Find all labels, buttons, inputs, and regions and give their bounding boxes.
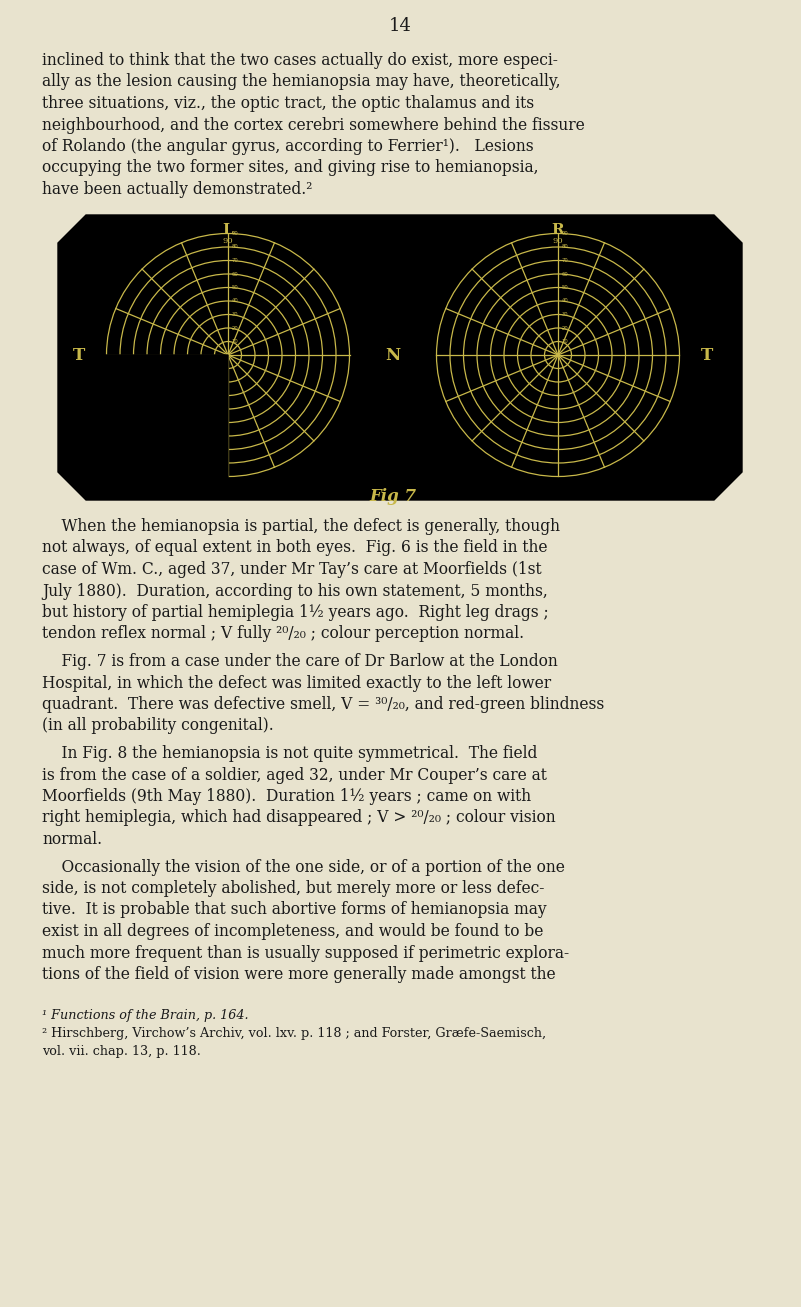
Text: right hemiplegia, which had disappeared ; V > ²⁰/₂₀ ; colour vision: right hemiplegia, which had disappeared … (42, 809, 556, 826)
Text: 30: 30 (231, 312, 238, 318)
Text: much more frequent than is usually supposed if perimetric explora-: much more frequent than is usually suppo… (42, 945, 570, 962)
Text: 50: 50 (562, 285, 568, 290)
Text: ally as the lesion causing the hemianopsia may have, theoretically,: ally as the lesion causing the hemianops… (42, 73, 561, 90)
Text: 14: 14 (388, 17, 412, 35)
Text: of Rolando (the angular gyrus, according to Ferrier¹).   Lesions: of Rolando (the angular gyrus, according… (42, 139, 533, 156)
Text: 70: 70 (562, 257, 568, 263)
Text: vol. vii. chap. 13, p. 118.: vol. vii. chap. 13, p. 118. (42, 1046, 201, 1059)
Text: Fig 7: Fig 7 (369, 488, 417, 505)
Text: 60: 60 (231, 272, 238, 277)
Text: 90: 90 (553, 237, 563, 244)
Text: 10: 10 (562, 339, 568, 344)
Text: R: R (552, 223, 565, 237)
Text: 90: 90 (223, 237, 233, 244)
Text: neighbourhood, and the cortex cerebri somewhere behind the fissure: neighbourhood, and the cortex cerebri so… (42, 116, 585, 133)
Text: tive.  It is probable that such abortive forms of hemianopsia may: tive. It is probable that such abortive … (42, 902, 546, 919)
Text: inclined to think that the two cases actually do exist, more especi-: inclined to think that the two cases act… (42, 52, 557, 69)
Text: 10: 10 (231, 339, 238, 344)
Text: (in all probability congenital).: (in all probability congenital). (42, 718, 274, 735)
Text: In Fig. 8 the hemianopsia is not quite symmetrical.  The field: In Fig. 8 the hemianopsia is not quite s… (42, 745, 537, 762)
Text: case of Wm. C., aged 37, under Mr Tay’s care at Moorfields (1st: case of Wm. C., aged 37, under Mr Tay’s … (42, 561, 541, 578)
Text: is from the case of a soldier, aged 32, under Mr Couper’s care at: is from the case of a soldier, aged 32, … (42, 766, 547, 783)
Text: 20: 20 (562, 325, 568, 331)
Polygon shape (103, 356, 228, 481)
Text: have been actually demonstrated.²: have been actually demonstrated.² (42, 180, 312, 197)
Text: tions of the field of vision were more generally made amongst the: tions of the field of vision were more g… (42, 966, 556, 983)
Polygon shape (58, 214, 742, 501)
Text: ² Hirschberg, Virchow’s Archiv, vol. lxv. p. 118 ; and Forster, Græfe-Saemisch,: ² Hirschberg, Virchow’s Archiv, vol. lxv… (42, 1027, 546, 1040)
Text: ¹ Functions of the Brain, p. 164.: ¹ Functions of the Brain, p. 164. (42, 1009, 248, 1022)
Text: occupying the two former sites, and giving rise to hemianopsia,: occupying the two former sites, and givi… (42, 159, 538, 176)
Text: July 1880).  Duration, according to his own statement, 5 months,: July 1880). Duration, according to his o… (42, 583, 548, 600)
Text: 60: 60 (562, 272, 568, 277)
Text: T: T (73, 346, 85, 363)
Text: but history of partial hemiplegia 1½ years ago.  Right leg drags ;: but history of partial hemiplegia 1½ yea… (42, 604, 549, 621)
Text: Hospital, in which the defect was limited exactly to the left lower: Hospital, in which the defect was limite… (42, 674, 551, 691)
Text: 50: 50 (231, 285, 238, 290)
Text: 20: 20 (231, 325, 238, 331)
Text: side, is not completely abolished, but merely more or less defec-: side, is not completely abolished, but m… (42, 880, 545, 897)
Text: T: T (701, 346, 713, 363)
Text: quadrant.  There was defective smell, V = ³⁰/₂₀, and red-green blindness: quadrant. There was defective smell, V =… (42, 697, 604, 714)
Text: three situations, viz., the optic tract, the optic thalamus and its: three situations, viz., the optic tract,… (42, 95, 534, 112)
Text: 40: 40 (562, 298, 568, 303)
Text: N: N (385, 346, 400, 363)
Text: 30: 30 (562, 312, 568, 318)
Text: 70: 70 (231, 257, 238, 263)
Text: normal.: normal. (42, 831, 102, 848)
Text: 40: 40 (231, 298, 238, 303)
Text: not always, of equal extent in both eyes.  Fig. 6 is the field in the: not always, of equal extent in both eyes… (42, 540, 548, 557)
Text: L: L (223, 223, 233, 237)
Text: Moorfields (9th May 1880).  Duration 1½ years ; came on with: Moorfields (9th May 1880). Duration 1½ y… (42, 788, 531, 805)
Text: 90: 90 (231, 231, 238, 237)
Text: exist in all degrees of incompleteness, and would be found to be: exist in all degrees of incompleteness, … (42, 923, 543, 940)
Text: tendon reflex normal ; V fully ²⁰/₂₀ ; colour perception normal.: tendon reflex normal ; V fully ²⁰/₂₀ ; c… (42, 626, 524, 643)
Text: Fig. 7 is from a case under the care of Dr Barlow at the London: Fig. 7 is from a case under the care of … (42, 654, 557, 670)
Text: 80: 80 (562, 244, 568, 250)
Text: Occasionally the vision of the one side, or of a portion of the one: Occasionally the vision of the one side,… (42, 859, 565, 876)
Text: When the hemianopsia is partial, the defect is generally, though: When the hemianopsia is partial, the def… (42, 518, 560, 535)
Text: 80: 80 (231, 244, 238, 250)
Text: 90: 90 (562, 231, 568, 237)
